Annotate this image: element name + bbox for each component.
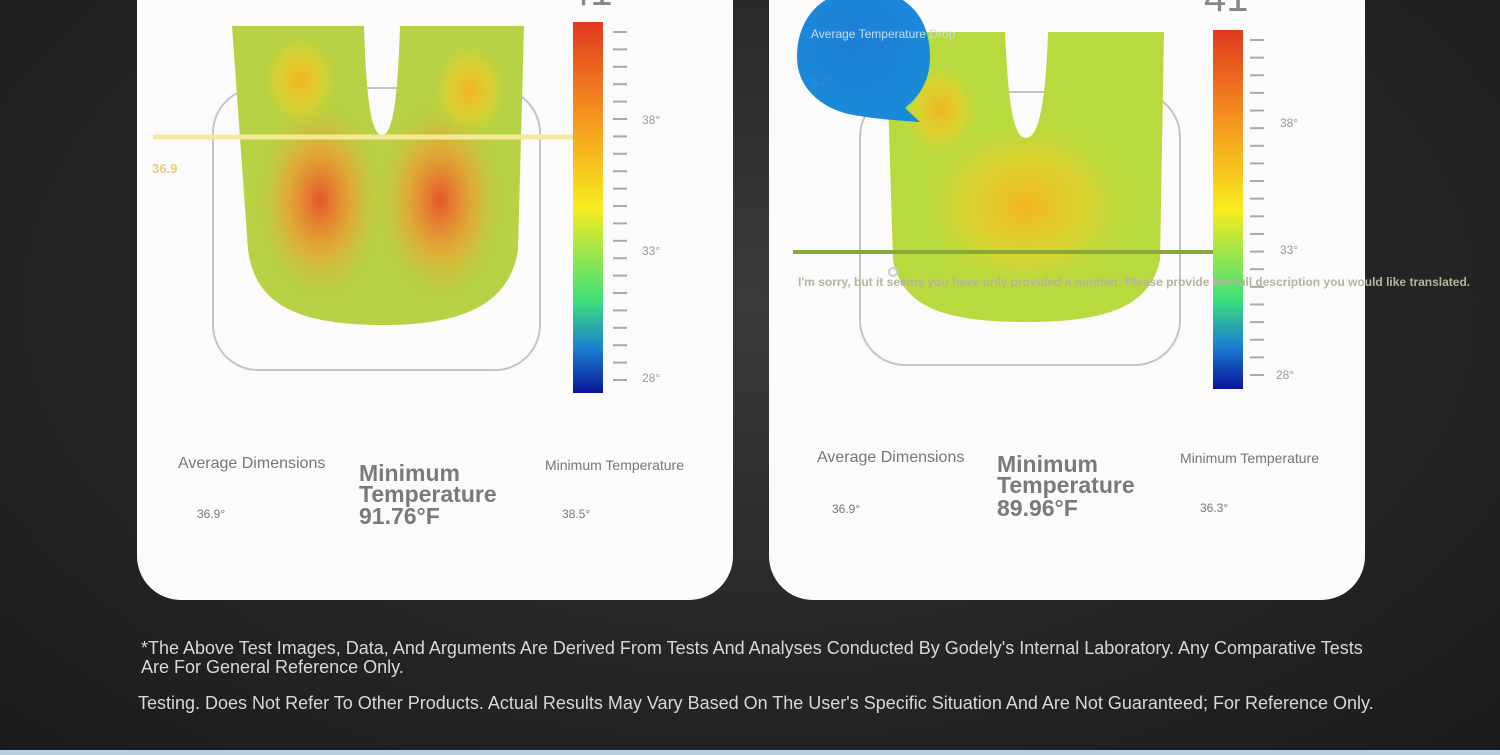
left-line-label: 36.9 — [152, 161, 178, 176]
left-scale-label-33: 33° — [642, 244, 661, 258]
bottom-strip — [0, 750, 1500, 755]
right-color-scale — [1213, 30, 1243, 389]
left-min-label: Minimum Temperature — [545, 457, 685, 473]
disclaimer-line-1: *The Above Test Images, Data, And Argume… — [141, 638, 1363, 677]
cup-outline — [212, 87, 541, 371]
right-average-label: Average Dimensions — [817, 449, 965, 466]
right-highlight-label: Minimum Temperature — [997, 451, 1135, 498]
left-highlight-label: Minimum Temperature — [359, 460, 497, 507]
cup-outline — [859, 91, 1181, 366]
left-scale-label-38: 38° — [642, 113, 661, 127]
left-average-value: 36.9° — [197, 507, 226, 521]
left-highlight-value: 91.76°F — [359, 503, 440, 529]
right-average-value: 36.9° — [832, 502, 861, 516]
left-scale-label-28: 28° — [642, 371, 661, 385]
bubble-value: 3.2° — [811, 75, 833, 89]
left-scale-ticks — [613, 31, 627, 381]
speech-bubble — [797, 0, 930, 122]
left-top-value: 41 — [568, 0, 613, 15]
left-average-label: Average Dimensions — [178, 455, 326, 472]
left-heat-shape — [232, 26, 524, 325]
overlay-caption: I'm sorry, but it seems you have only pr… — [798, 275, 1471, 289]
left-color-scale — [573, 22, 603, 393]
marker-dot — [888, 267, 898, 277]
disclaimer-line-2: Testing. Does Not Refer To Other Product… — [138, 693, 1374, 713]
right-scale-ticks — [1250, 39, 1264, 376]
right-min-value: 36.3° — [1200, 501, 1229, 515]
right-highlight-value: 89.96°F — [997, 495, 1078, 521]
right-min-label: Minimum Temperature — [1180, 450, 1320, 466]
right-scale-label-38: 38° — [1280, 116, 1299, 130]
right-top-value: 41 — [1204, 0, 1249, 21]
right-scale-label-33: 33° — [1280, 243, 1299, 257]
bubble-title: Average Temperature Drop — [811, 27, 956, 41]
right-scale-label-28: 28° — [1276, 368, 1295, 382]
left-min-value: 38.5° — [562, 507, 591, 521]
